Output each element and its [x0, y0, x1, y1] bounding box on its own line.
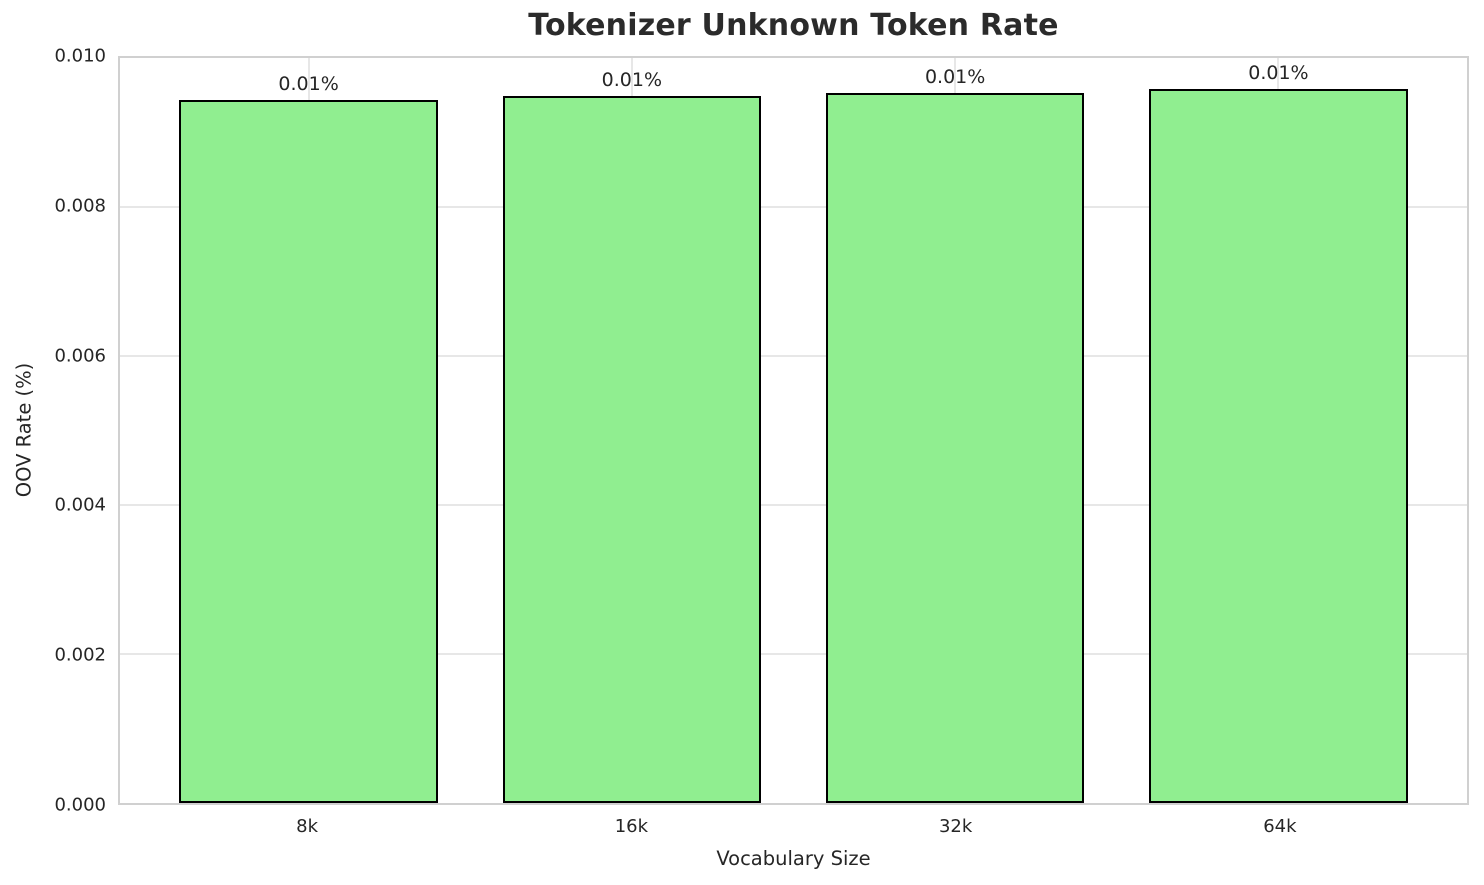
- x-tick-label-32k: 32k: [938, 816, 973, 837]
- bar-value-label: 0.01%: [1248, 62, 1309, 85]
- bar-32k: [825, 93, 1085, 803]
- bar-value-label: 0.01%: [924, 66, 986, 89]
- horizontal-gridline: [120, 206, 1467, 208]
- y-tick-label: 0.002: [54, 644, 106, 666]
- y-axis-label: OOV Rate (%): [12, 362, 36, 498]
- bar-value-label: 0.01%: [278, 73, 339, 96]
- y-tick-label: 0.006: [54, 345, 106, 367]
- bar-64k: [1149, 89, 1408, 803]
- x-tick-label-64k: 64k: [1263, 816, 1297, 837]
- bar-8k: [179, 100, 438, 803]
- y-tick-label: 0.004: [54, 494, 106, 516]
- horizontal-gridline: [120, 355, 1467, 357]
- plot-area: 0.01% 0.01% 0.01% 0.01%: [118, 56, 1469, 805]
- y-tick-label: 0.008: [54, 195, 106, 217]
- horizontal-gridline: [120, 653, 1467, 655]
- bar-value-label: 0.01%: [601, 69, 663, 91]
- y-tick-label: 0.010: [54, 45, 106, 67]
- y-tick-label: 0.000: [54, 794, 106, 816]
- x-tick-label-16k: 16k: [614, 816, 649, 837]
- horizontal-gridline: [120, 504, 1467, 506]
- x-tick-label-8k: 8k: [296, 816, 319, 837]
- bar-16k: [502, 96, 762, 803]
- x-axis-label: Vocabulary Size: [716, 847, 871, 870]
- chart-title: Tokenizer Unknown Token Rate: [528, 8, 1059, 43]
